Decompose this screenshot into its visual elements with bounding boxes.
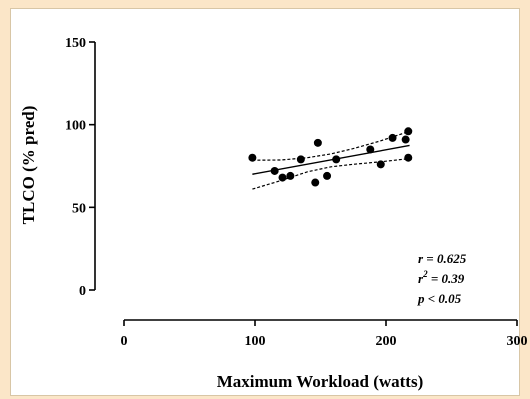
stat-r: r = 0.625 bbox=[418, 251, 467, 266]
data-point bbox=[401, 135, 410, 144]
axes bbox=[94, 42, 517, 321]
data-point bbox=[404, 127, 413, 136]
y-axis-title: TLCO (% pred) bbox=[19, 106, 38, 225]
data-point bbox=[270, 166, 279, 175]
stat-p-value: p < 0.05 bbox=[417, 291, 462, 306]
data-point bbox=[332, 155, 341, 164]
data-point bbox=[313, 138, 322, 147]
stat-r2-exp: 2 bbox=[422, 269, 428, 279]
y-tick-label: 0 bbox=[79, 284, 86, 299]
confidence-upper-line bbox=[252, 130, 410, 161]
stat-r-squared: r2 = 0.39 bbox=[418, 269, 465, 286]
data-points bbox=[248, 127, 413, 187]
data-point bbox=[388, 133, 397, 142]
data-point bbox=[248, 153, 257, 162]
x-tick-label: 0 bbox=[121, 334, 128, 349]
regression-line bbox=[252, 144, 410, 175]
data-point bbox=[323, 171, 332, 180]
x-axis-title: Maximum Workload (watts) bbox=[217, 372, 424, 391]
data-point bbox=[311, 178, 320, 187]
y-tick-label: 50 bbox=[72, 201, 86, 216]
data-point bbox=[366, 145, 375, 154]
data-point bbox=[404, 153, 413, 162]
x-tick-label: 300 bbox=[507, 334, 528, 349]
stat-r2-suffix: = 0.39 bbox=[428, 271, 465, 286]
y-tick-label: 150 bbox=[65, 36, 86, 51]
x-ticks: 0 100 200 300 bbox=[121, 320, 528, 349]
stat-r2-prefix: r bbox=[418, 271, 424, 286]
regression-line-group bbox=[252, 144, 410, 175]
data-point bbox=[278, 173, 287, 182]
data-point bbox=[376, 160, 385, 169]
data-point bbox=[296, 155, 305, 164]
x-tick-label: 100 bbox=[245, 334, 266, 349]
x-tick-label: 200 bbox=[376, 334, 397, 349]
y-tick-label: 100 bbox=[65, 119, 86, 134]
data-point bbox=[286, 171, 295, 180]
y-ticks: 0 50 100 150 bbox=[65, 36, 95, 299]
